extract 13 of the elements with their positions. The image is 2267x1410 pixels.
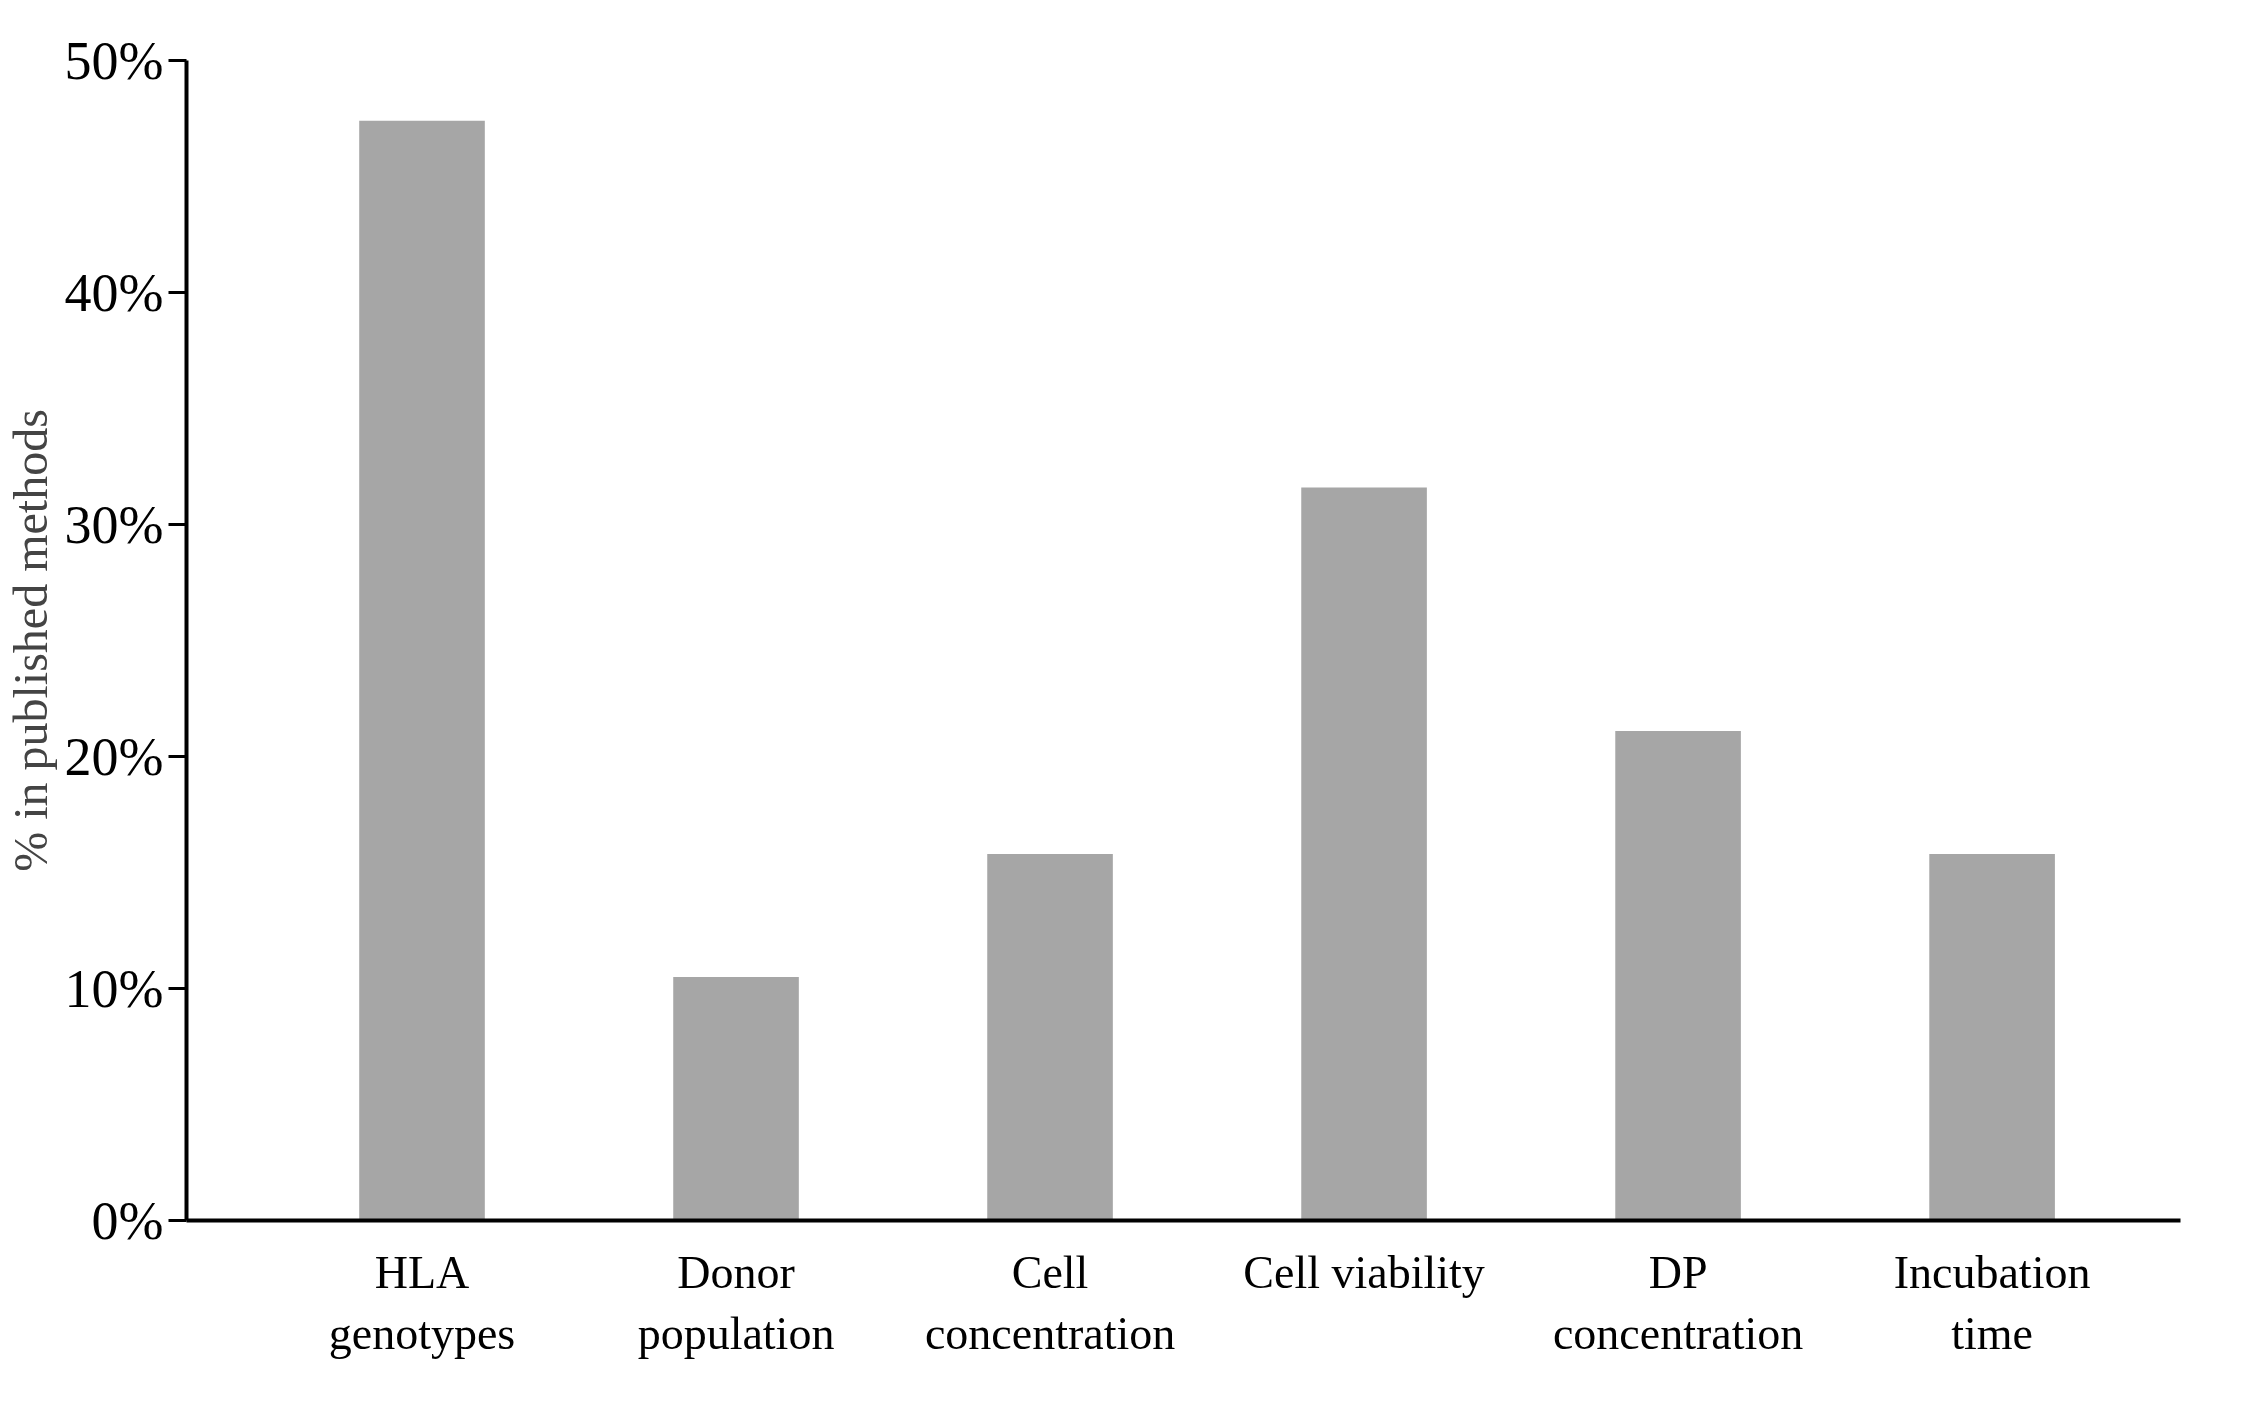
- y-tick-label: 0%: [91, 1190, 164, 1251]
- y-tick-label: 10%: [64, 958, 164, 1019]
- y-axis-title: % in published methods: [3, 409, 57, 872]
- x-tick-label: DP concentration: [1552, 1246, 1804, 1359]
- x-tick-label: Cell concentration: [924, 1246, 1176, 1359]
- x-tick-label: HLA genotypes: [328, 1246, 516, 1359]
- x-tick-label: Cell viability: [1243, 1246, 1485, 1298]
- y-tick-label: 50%: [64, 30, 164, 91]
- y-tick-label: 40%: [64, 262, 164, 323]
- y-tick-label: 20%: [64, 726, 164, 787]
- x-tick-label: Donor population: [637, 1246, 835, 1359]
- y-tick-label: 30%: [64, 494, 164, 555]
- x-tick-label: Incubation time: [1893, 1246, 2091, 1359]
